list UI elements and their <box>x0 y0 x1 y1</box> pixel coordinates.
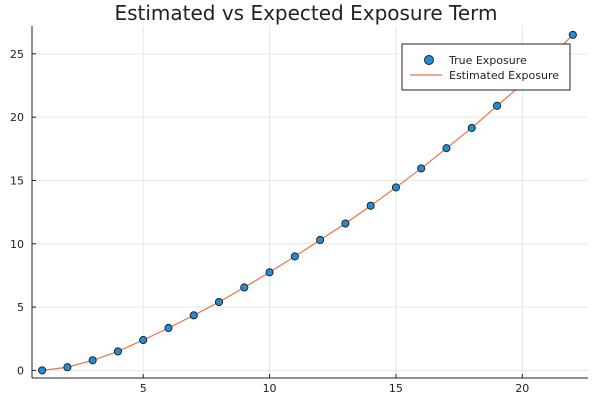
y-tick-label: 25 <box>10 48 24 61</box>
y-tick-label: 0 <box>17 364 24 377</box>
y-axis-ticks: 0 5 10 15 20 25 <box>10 48 36 377</box>
true-exposure-point <box>63 363 72 372</box>
true-exposure-point <box>341 219 350 228</box>
legend-box <box>401 43 571 91</box>
true-exposure-point <box>265 268 274 277</box>
true-exposure-point <box>467 123 476 132</box>
legend-label-true-exposure: True Exposure <box>448 54 527 67</box>
y-tick-label: 5 <box>17 301 24 314</box>
x-tick-label: 15 <box>389 382 403 395</box>
true-exposure-point <box>38 366 47 375</box>
x-tick-label: 5 <box>140 382 147 395</box>
estimated-exposure-series <box>42 34 574 371</box>
true-exposure-point <box>290 252 299 261</box>
true-exposure-point <box>139 335 148 345</box>
true-exposure-point <box>417 164 426 173</box>
true-exposure-point <box>391 183 400 192</box>
true-exposure-point <box>568 30 577 39</box>
x-axis-ticks: 5 10 15 20 <box>140 374 529 395</box>
true-exposure-point <box>214 297 224 307</box>
true-exposure-point <box>240 283 249 292</box>
true-exposure-point <box>113 347 122 356</box>
chart-title: Estimated vs Expected Exposure Term <box>114 1 497 25</box>
axes <box>31 26 588 379</box>
true-exposure-point <box>442 144 451 153</box>
true-exposure-point <box>492 101 502 110</box>
true-exposure-point <box>316 235 325 245</box>
y-tick-label: 20 <box>10 111 24 124</box>
legend-label-estimated-exposure: Estimated Exposure <box>449 69 559 82</box>
x-tick-label: 10 <box>263 382 277 395</box>
true-exposure-point <box>189 311 198 320</box>
legend-marker-true-exposure <box>424 55 434 65</box>
true-exposure-point <box>88 356 97 365</box>
estimated-exposure-line <box>42 34 574 371</box>
y-tick-label: 10 <box>10 238 24 251</box>
y-tick-label: 15 <box>10 174 24 187</box>
x-tick-label: 20 <box>515 382 529 395</box>
true-exposure-point <box>366 201 375 210</box>
true-exposure-point <box>164 323 173 333</box>
legend: True Exposure Estimated Exposure <box>401 43 571 91</box>
